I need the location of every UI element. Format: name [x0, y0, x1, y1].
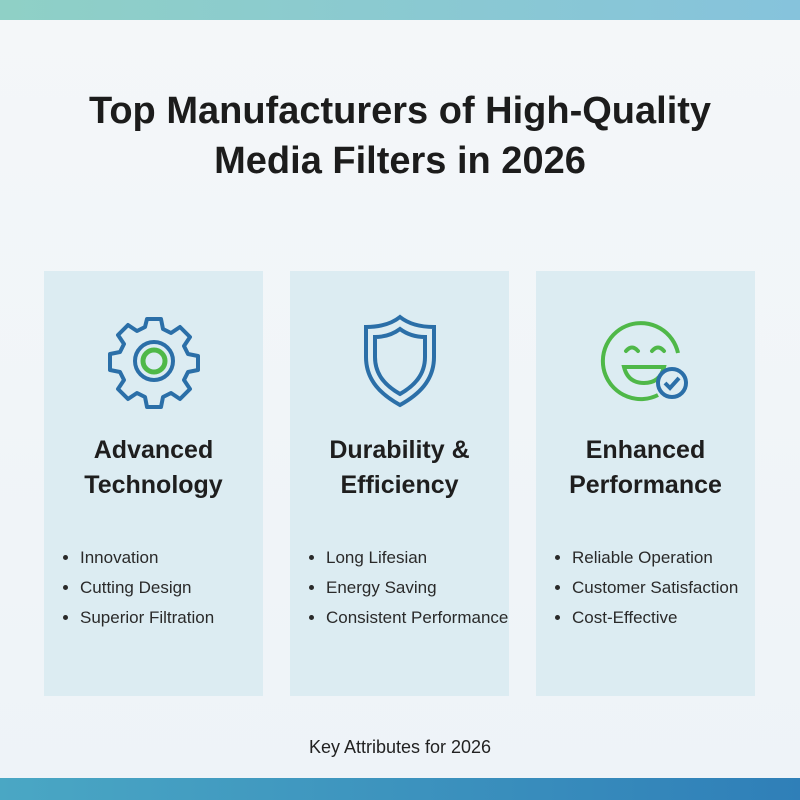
list-item: Innovation — [80, 543, 214, 573]
card: Advanced Technology Innovation Cutting D… — [44, 271, 263, 696]
card-title: Enhanced Performance — [569, 436, 722, 499]
caption: Key Attributes for 2026 — [308, 737, 492, 757]
bottom-bar — [0, 778, 800, 800]
gear-icon — [108, 317, 200, 409]
card: Durability & Efficiency Long Lifesian En… — [290, 271, 509, 696]
card-title: Advanced Technology — [84, 436, 223, 499]
smile-icon — [600, 321, 688, 402]
list-item: Customer Satisfaction — [572, 573, 738, 603]
card-title: Durability & Efficiency — [329, 436, 470, 499]
list: Long Lifesian Energy Saving Consistent P… — [308, 543, 508, 633]
title: Top Manufacturers of High-Quality Media … — [88, 90, 712, 182]
list-item: Superior Filtration — [80, 603, 214, 633]
list-item: Consistent Performance — [326, 603, 508, 633]
list-item: Long Lifesian — [326, 543, 508, 573]
card: Enhanced Performance Reliable Operation … — [536, 271, 755, 696]
list-item: Cost-Effective — [572, 603, 738, 633]
top-bar — [0, 0, 800, 20]
list-item: Reliable Operation — [572, 543, 738, 573]
list: Innovation Cutting Design Superior Filtr… — [62, 543, 214, 633]
list-item: Cutting Design — [80, 573, 214, 603]
list-item: Energy Saving — [326, 573, 508, 603]
list: Reliable Operation Customer Satisfaction… — [554, 543, 738, 633]
shield-icon — [364, 314, 436, 408]
